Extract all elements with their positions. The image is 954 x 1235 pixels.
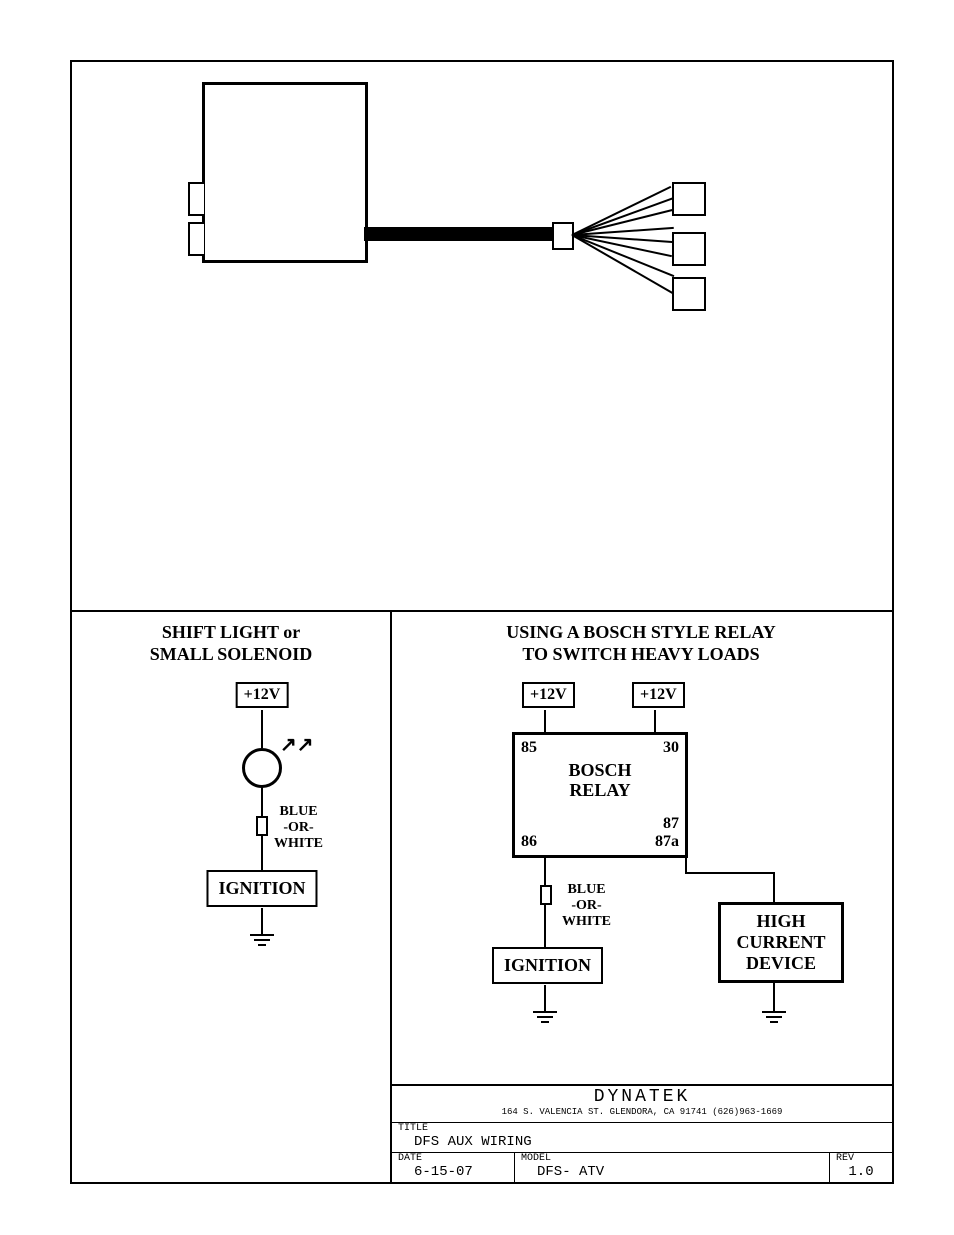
text: TO SWITCH HEAVY LOADS xyxy=(522,644,759,664)
title-label: TITLE xyxy=(398,1124,886,1134)
wire xyxy=(572,234,673,294)
pin-86: 86 xyxy=(521,833,537,851)
v12-box-b: +12V xyxy=(632,682,685,708)
date-value: 6-15-07 xyxy=(398,1164,508,1181)
wire xyxy=(544,985,546,1011)
company-name: DYNATEK xyxy=(398,1087,886,1107)
main-cable xyxy=(364,227,554,241)
wire-color-label: BLUE -OR- WHITE xyxy=(562,882,611,930)
harness-diagram xyxy=(202,82,762,302)
ignition-box: IGNITION xyxy=(492,947,603,984)
ground-icon xyxy=(530,1011,560,1023)
rev-label: REV xyxy=(836,1154,886,1164)
text: IGNITION xyxy=(218,878,305,898)
high-current-device-box: HIGH CURRENT DEVICE xyxy=(718,902,844,983)
text: BLUE xyxy=(279,804,317,819)
cable-breakout xyxy=(552,222,574,250)
text: CURRENT xyxy=(736,932,825,952)
pin-30: 30 xyxy=(663,739,679,757)
model-label: MODEL xyxy=(521,1154,823,1164)
wire xyxy=(261,786,263,816)
ignition-box: IGNITION xyxy=(206,870,317,907)
drawing-frame: SHIFT LIGHT or SMALL SOLENOID USING A BO… xyxy=(70,60,894,1184)
bosch-relay-box: 85 30 BOSCH RELAY 86 87 87a xyxy=(512,732,688,858)
module-port-1 xyxy=(188,182,204,216)
text: BOSCH xyxy=(568,760,631,780)
inline-component xyxy=(540,885,552,905)
title-block: DYNATEK 164 S. VALENCIA ST. GLENDORA, CA… xyxy=(392,1084,892,1182)
right-diagram: +12V +12V 85 30 BOSCH RELAY 86 87 87a xyxy=(432,682,872,1112)
text: SMALL SOLENOID xyxy=(150,644,313,664)
wire xyxy=(773,872,775,902)
inline-component xyxy=(256,816,268,836)
ground-icon xyxy=(759,1011,789,1023)
relay-name: BOSCH RELAY xyxy=(515,761,685,801)
wire xyxy=(685,872,775,874)
v12-box: +12V xyxy=(236,682,289,708)
connector-2 xyxy=(672,232,706,266)
text: IGNITION xyxy=(504,955,591,975)
text: BLUE xyxy=(567,882,605,897)
text: DEVICE xyxy=(746,953,816,973)
wire-color-label: BLUE -OR- WHITE xyxy=(274,804,323,852)
light-rays-icon: ↗↗ xyxy=(280,732,314,757)
wire xyxy=(685,842,687,872)
divider-h xyxy=(72,610,892,612)
connector-3 xyxy=(672,277,706,311)
wire xyxy=(544,855,546,885)
connector-1 xyxy=(672,182,706,216)
date-label: DATE xyxy=(398,1154,508,1164)
text: HIGH xyxy=(756,911,805,931)
right-section-title: USING A BOSCH STYLE RELAY TO SWITCH HEAV… xyxy=(390,622,892,665)
wire xyxy=(773,982,775,1011)
pin-85: 85 xyxy=(521,739,537,757)
model-value: DFS- ATV xyxy=(521,1164,823,1181)
pin-87a: 87a xyxy=(655,833,679,851)
text: WHITE xyxy=(562,914,611,929)
left-section-title: SHIFT LIGHT or SMALL SOLENOID xyxy=(72,622,390,665)
text: RELAY xyxy=(569,780,630,800)
company-address: 164 S. VALENCIA ST. GLENDORA, CA 91741 (… xyxy=(398,1107,886,1117)
pin-87: 87 xyxy=(663,815,679,833)
wire xyxy=(261,710,263,748)
page: SHIFT LIGHT or SMALL SOLENOID USING A BO… xyxy=(0,0,954,1235)
text: SHIFT LIGHT or xyxy=(162,622,300,642)
text: -OR- xyxy=(283,820,313,835)
rev-value: 1.0 xyxy=(836,1164,886,1181)
wire xyxy=(544,903,546,947)
wire xyxy=(261,908,263,934)
module-box xyxy=(202,82,368,263)
wire xyxy=(654,710,656,732)
wire xyxy=(261,834,263,870)
text: -OR- xyxy=(571,898,601,913)
module-port-2 xyxy=(188,222,204,256)
title-value: DFS AUX WIRING xyxy=(398,1134,886,1151)
text: WHITE xyxy=(274,836,323,851)
text: USING A BOSCH STYLE RELAY xyxy=(506,622,775,642)
lamp-icon xyxy=(242,748,282,788)
left-diagram: +12V ↗↗ BLUE -OR- WHITE IGNITION xyxy=(162,682,362,1052)
ground-icon xyxy=(247,934,277,946)
wire xyxy=(544,710,546,732)
v12-box-a: +12V xyxy=(522,682,575,708)
